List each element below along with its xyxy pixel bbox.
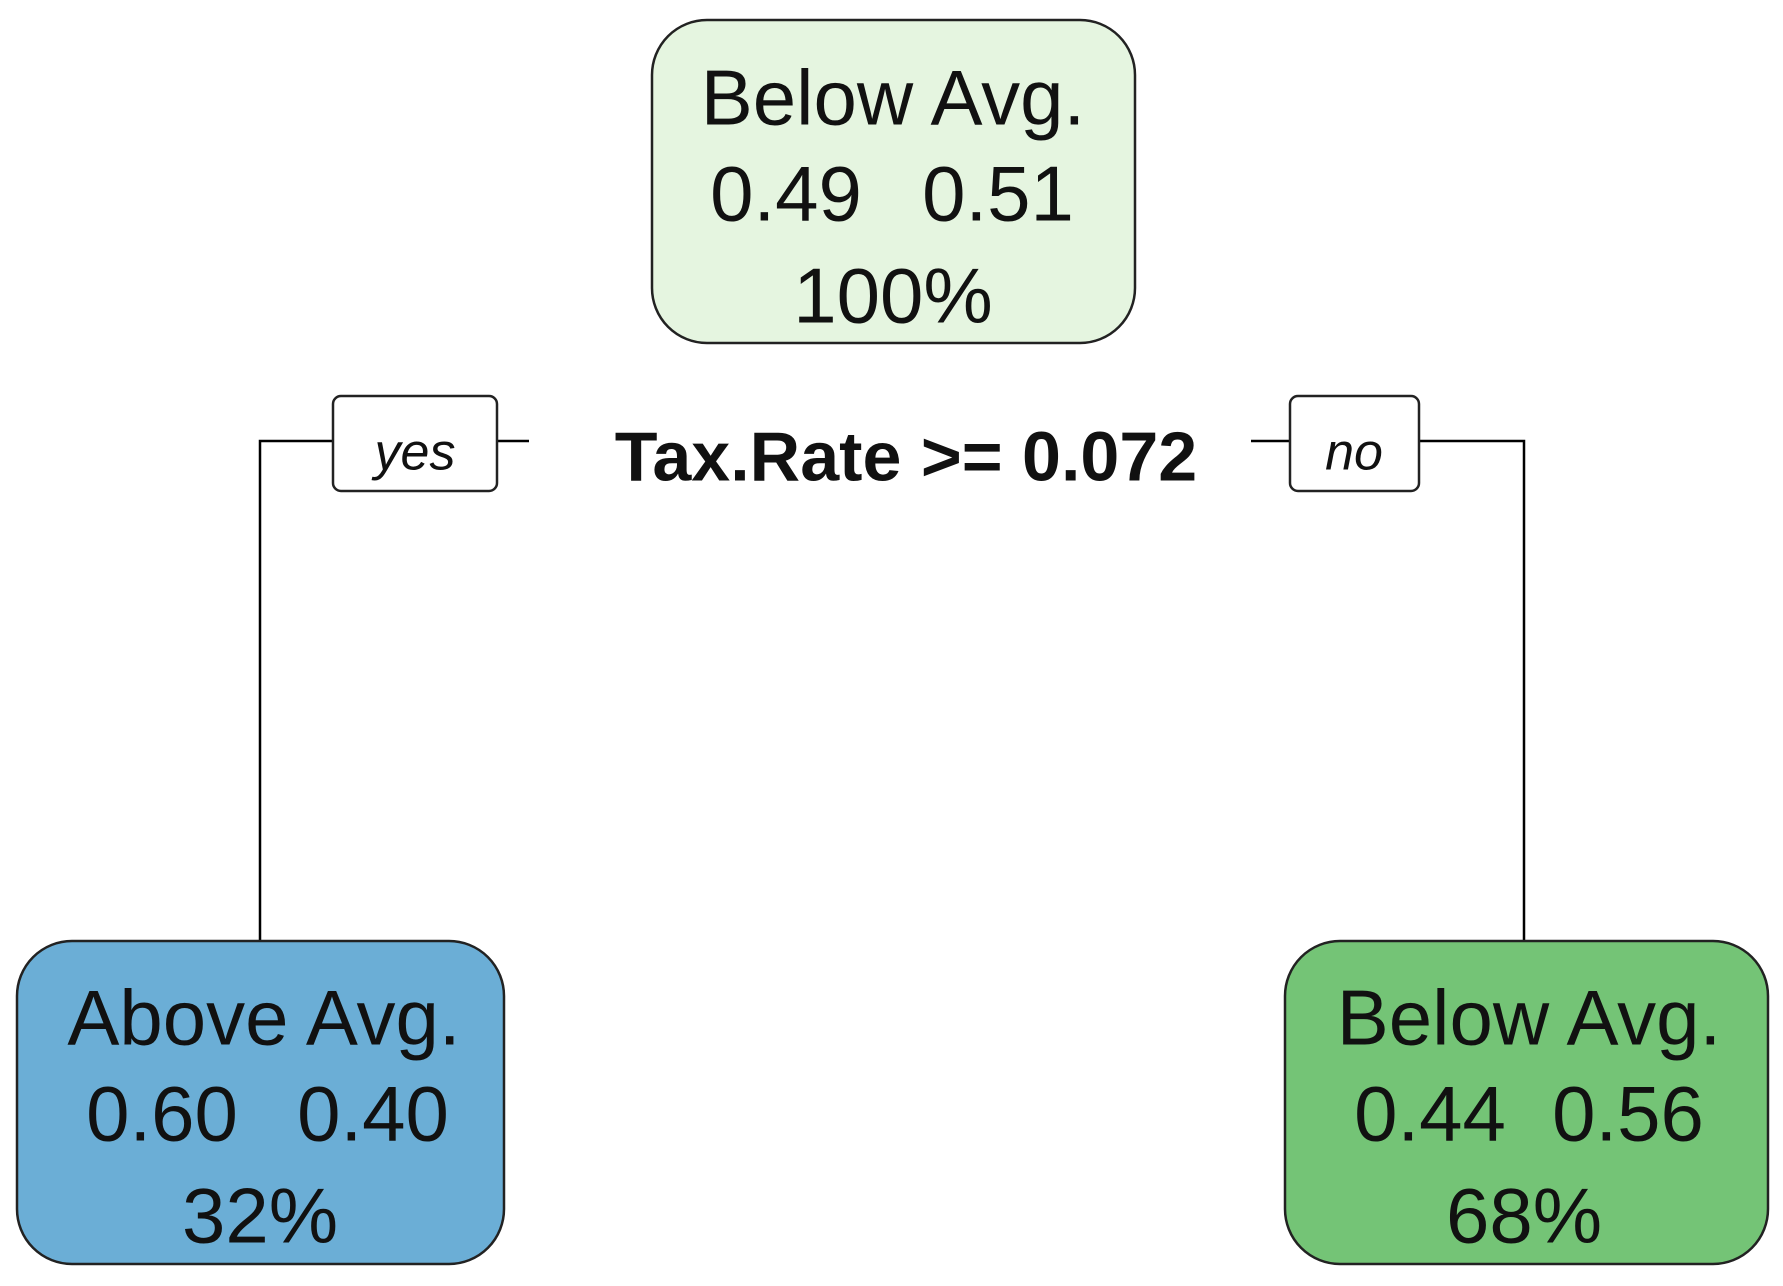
node-label: Above Avg. (67, 974, 460, 1062)
node-prob: 0.56 (1552, 1070, 1704, 1158)
split-label: Tax.Rate >= 0.072 (615, 417, 1197, 495)
node-prob: 0.49 (710, 150, 862, 238)
connector (1419, 439, 1526, 941)
node-percent: 32% (182, 1172, 338, 1260)
node-prob: 0.60 (86, 1070, 238, 1158)
node-prob: 0.44 (1354, 1070, 1506, 1158)
node-prob: 0.40 (297, 1070, 449, 1158)
node-label: Below Avg. (1337, 974, 1721, 1062)
leaf-node (15, 939, 506, 1266)
leaf-node (1283, 939, 1770, 1266)
root-node (650, 18, 1137, 345)
edge-box (331, 394, 499, 493)
edge-label: yes (372, 424, 456, 482)
connector (258, 439, 333, 941)
edge-label: no (1325, 424, 1383, 482)
node-percent: 68% (1446, 1172, 1602, 1260)
edge-box (1288, 394, 1421, 493)
node-label: Below Avg. (701, 54, 1085, 142)
node-percent: 100% (793, 252, 993, 340)
node-prob: 0.51 (922, 150, 1074, 238)
